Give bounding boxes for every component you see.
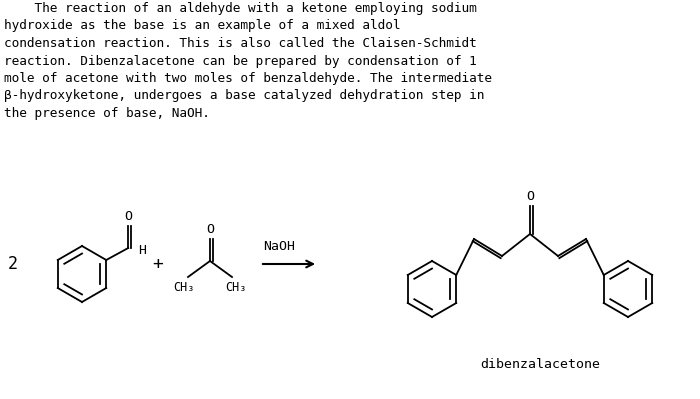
Text: The reaction of an aldehyde with a ketone employing sodium
hydroxide as the base: The reaction of an aldehyde with a keton… — [4, 2, 492, 120]
Text: dibenzalacetone: dibenzalacetone — [480, 358, 600, 371]
Text: H: H — [138, 243, 146, 257]
Text: +: + — [153, 255, 163, 273]
Text: CH₃: CH₃ — [225, 281, 246, 294]
Text: O: O — [206, 223, 214, 236]
Text: O: O — [124, 210, 132, 223]
Text: O: O — [526, 190, 534, 203]
Text: NaOH: NaOH — [263, 241, 295, 253]
Text: CH₃: CH₃ — [174, 281, 195, 294]
Text: 2: 2 — [8, 255, 18, 273]
